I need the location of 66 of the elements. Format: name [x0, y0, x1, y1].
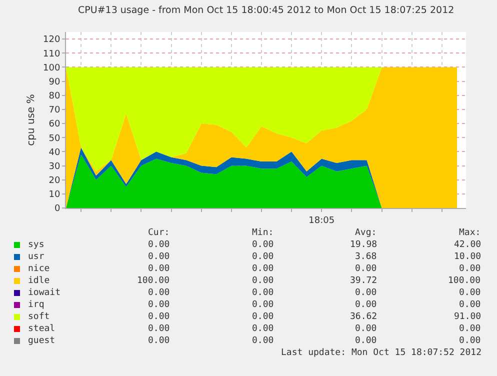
text: 100.00	[137, 276, 170, 286]
text: Max:	[459, 228, 481, 238]
text: Min:	[252, 228, 274, 238]
text: 0.00	[252, 300, 274, 310]
text: 10.00	[454, 252, 482, 262]
legend-label: idle	[28, 276, 50, 286]
text: 0.00	[459, 324, 481, 334]
text: 0.00	[459, 336, 481, 346]
text: 0.00	[355, 264, 377, 274]
y-tick-label: 90	[48, 77, 60, 88]
text: 0.00	[148, 312, 170, 322]
legend-label: nice	[28, 264, 50, 274]
text: 3.68	[355, 252, 377, 262]
text: 100.00	[448, 276, 481, 286]
text: 19.98	[350, 240, 378, 250]
y-tick-label: 110	[43, 49, 60, 60]
text: 0.00	[252, 252, 274, 262]
y-tick-label: 30	[48, 162, 60, 172]
legend-label: irq	[28, 300, 44, 310]
legend-label: iowait	[28, 288, 61, 298]
text: 0.00	[252, 312, 274, 322]
text: 0.00	[459, 288, 481, 298]
text: 0.00	[252, 264, 274, 274]
text: 0.00	[148, 336, 170, 346]
y-tick-label: 60	[48, 120, 60, 130]
text: 0.00	[252, 240, 274, 250]
y-tick-label: 100	[43, 63, 60, 74]
text: 0.00	[459, 300, 481, 310]
text: 0.00	[148, 240, 170, 250]
x-tick-label: 18:05	[308, 216, 335, 226]
text: 0.00	[355, 324, 377, 334]
text: 39.72	[350, 276, 378, 286]
text: Avg:	[355, 228, 377, 238]
text: 0.00	[252, 324, 274, 334]
y-tick-label: 20	[48, 176, 60, 186]
y-tick-label: 50	[48, 134, 60, 144]
text: Cur:	[148, 228, 170, 238]
y-tick-label: 0	[54, 204, 60, 214]
y-tick-label: 10	[48, 190, 60, 200]
chart-title: CPU#13 usage - from Mon Oct 15 18:00:45 2012 to Mon Oct 15 18:07:25 2012	[78, 5, 454, 16]
text: 0.00	[459, 264, 481, 274]
y-tick-label: 70	[48, 106, 60, 116]
text: 0.00	[148, 288, 170, 298]
text: 91.00	[454, 312, 482, 322]
legend-label: steal	[28, 324, 56, 334]
text: 0.00	[148, 264, 170, 274]
legend-label: soft	[28, 312, 50, 322]
y-tick-label: 120	[43, 35, 60, 46]
legend-label: usr	[28, 252, 45, 262]
text: 0.00	[252, 288, 274, 298]
legend-label: guest	[28, 336, 56, 346]
text: 0.00	[252, 336, 274, 346]
legend-label: sys	[28, 240, 44, 250]
text: 36.62	[350, 312, 378, 322]
text: 0.00	[252, 276, 274, 286]
text: 0.00	[148, 252, 170, 262]
text: Last update: Mon Oct 15 18:07:52 2012	[281, 348, 482, 358]
y-axis-title: cpu use %	[26, 94, 38, 146]
text: 0.00	[148, 324, 170, 334]
text: 0.00	[355, 288, 377, 298]
text: 42.00	[454, 240, 482, 250]
text: 0.00	[355, 336, 377, 346]
y-tick-label: 80	[48, 92, 60, 102]
y-tick-label: 40	[48, 148, 60, 158]
text: 0.00	[148, 300, 170, 310]
text: 0.00	[355, 300, 377, 310]
